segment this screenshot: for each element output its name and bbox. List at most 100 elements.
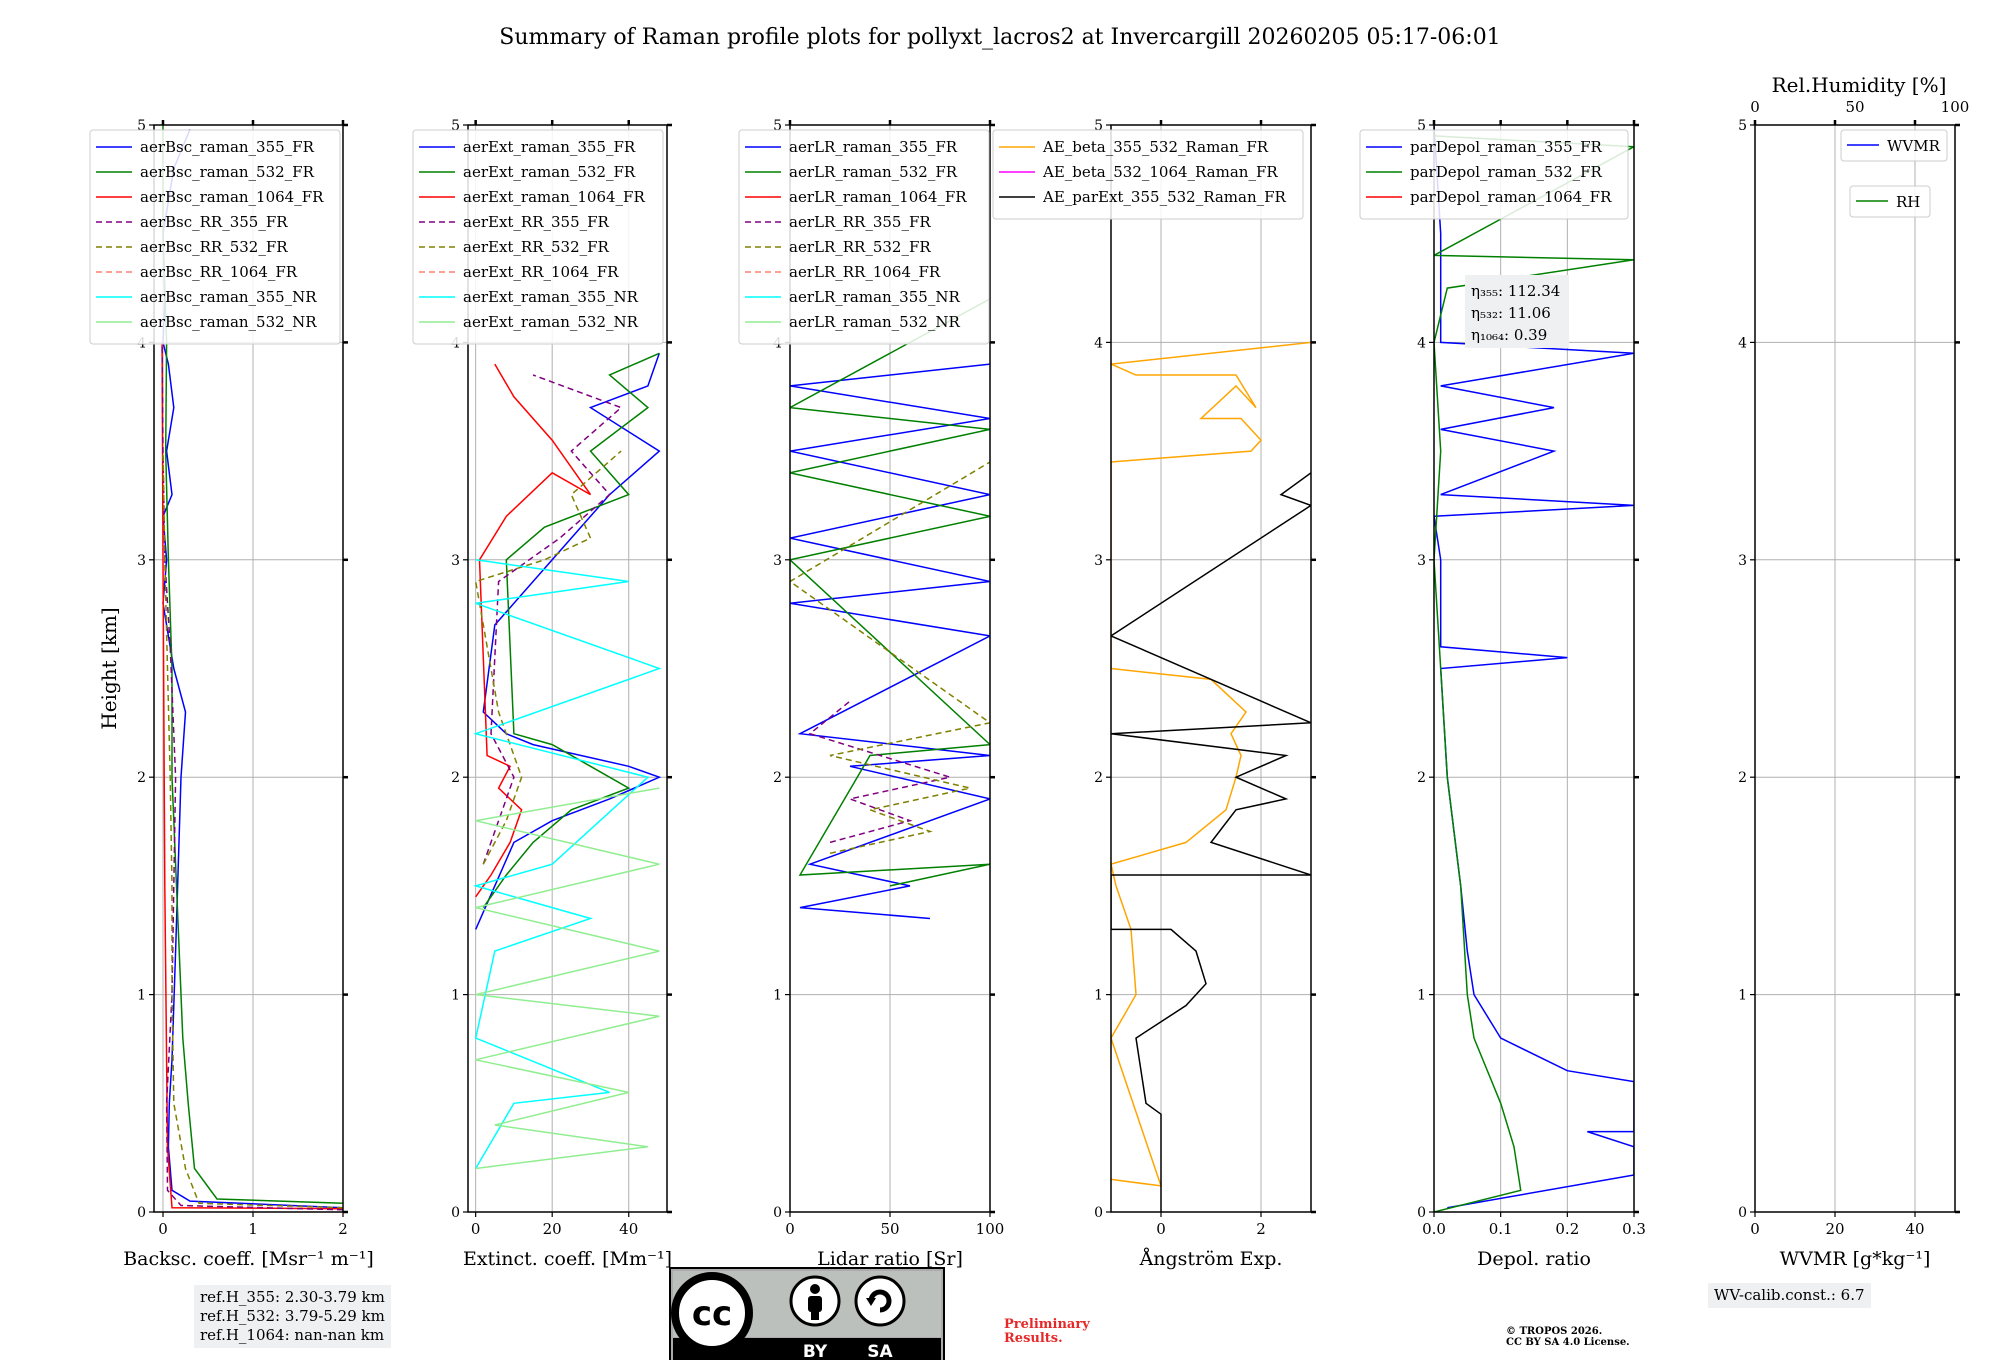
y-tick-label: 1 xyxy=(1738,988,1747,1004)
preliminary-line-2: Results. xyxy=(1004,1331,1063,1346)
legend-label: WVMR xyxy=(1887,137,1941,155)
y-tick-label: 3 xyxy=(137,553,146,569)
y-tick-label: 2 xyxy=(1094,770,1103,786)
y-tick-label: 1 xyxy=(1094,988,1103,1004)
x-axis-label: Extinct. coeff. [Mm⁻¹] xyxy=(463,1248,672,1270)
preliminary-note: Preliminary Results. xyxy=(1004,1318,1090,1346)
y-tick-label: 0 xyxy=(1417,1205,1426,1221)
x-tick-label: 0 xyxy=(158,1220,168,1238)
legend-label: aerExt_raman_355_FR xyxy=(463,138,636,156)
x-tick-label: 40 xyxy=(1905,1220,1924,1238)
y-tick-label: 5 xyxy=(773,118,782,134)
copyright-line-1: © TROPOS 2026. xyxy=(1506,1326,1603,1337)
axes-frame xyxy=(153,124,344,1213)
y-tick-label: 4 xyxy=(1417,335,1426,351)
legend-label: aerBsc_RR_1064_FR xyxy=(140,263,298,281)
legend-label: aerBsc_raman_355_NR xyxy=(140,288,317,306)
legend-box: WVMR xyxy=(1840,129,1948,162)
legend-box: parDepol_raman_355_FR parDepol_raman_532_… xyxy=(1359,129,1629,220)
y-tick-label: 2 xyxy=(1417,770,1426,786)
figure-title: Summary of Raman profile plots for polly… xyxy=(499,25,1500,50)
series-line-aerBsc_raman_1064_FR xyxy=(161,342,343,1210)
x-tick-label: 100 xyxy=(976,1220,1005,1238)
x-tick-label: 50 xyxy=(880,1220,899,1238)
y-axis-label: Height [km] xyxy=(97,607,121,729)
legend-label: AE_parExt_355_532_Raman_FR xyxy=(1042,188,1287,206)
panel-extinction: 01234502040Extinct. coeff. [Mm⁻¹]aerExt_… xyxy=(412,118,672,1270)
y-tick-label: 5 xyxy=(137,118,146,134)
y-tick-label: 4 xyxy=(1738,335,1747,351)
y-tick-label: 3 xyxy=(773,553,782,569)
series-line-AE_beta_355_532_Raman_FR xyxy=(1111,341,1311,1187)
series-line-aerLR_raman_355_FR xyxy=(790,363,990,920)
top-tick-label: 0 xyxy=(1750,98,1760,116)
legend-label: aerBsc_raman_1064_FR xyxy=(140,188,324,206)
series-line-aerExt_raman_355_NR xyxy=(472,559,662,1169)
x-tick-label: 0.0 xyxy=(1422,1220,1446,1238)
refH-355: ref.H_355: 2.30-3.79 km xyxy=(200,1288,385,1306)
x-tick-label: 2 xyxy=(338,1220,348,1238)
x-tick-label: 0 xyxy=(471,1220,481,1238)
copyright-note: © TROPOS 2026. CC BY SA 4.0 License. xyxy=(1506,1326,1630,1348)
x-axis-label: Backsc. coeff. [Msr⁻¹ m⁻¹] xyxy=(123,1248,374,1270)
x-tick-label: 20 xyxy=(1825,1220,1844,1238)
legend-label: parDepol_raman_1064_FR xyxy=(1410,188,1612,206)
x-axis-label: Lidar ratio [Sr] xyxy=(817,1248,963,1270)
cc-icon xyxy=(671,1272,753,1354)
legend-label: aerBsc_raman_532_NR xyxy=(140,313,317,331)
y-tick-label: 1 xyxy=(451,988,460,1004)
refH-1064: ref.H_1064: nan-nan km xyxy=(200,1326,385,1344)
x-tick-label: 0 xyxy=(785,1220,795,1238)
x-tick-label: 0.3 xyxy=(1622,1220,1646,1238)
legend-label: aerLR_RR_1064_FR xyxy=(789,263,941,281)
legend-label: aerLR_RR_355_FR xyxy=(789,213,931,231)
cc-text: cc xyxy=(692,1294,732,1334)
sa-icon xyxy=(854,1275,906,1327)
legend-label: parDepol_raman_532_FR xyxy=(1410,163,1603,181)
y-tick-label: 0 xyxy=(1094,1205,1103,1221)
eta-annotation-line: η₅₃₂: 11.06 xyxy=(1471,304,1551,322)
legend-label: aerExt_raman_532_FR xyxy=(463,163,636,181)
y-tick-label: 1 xyxy=(1417,988,1426,1004)
x-tick-label: 0 xyxy=(1750,1220,1760,1238)
preliminary-line-1: Preliminary xyxy=(1004,1317,1090,1332)
legend-label: AE_beta_532_1064_Raman_FR xyxy=(1042,163,1278,181)
legend-label: aerBsc_raman_355_FR xyxy=(140,138,315,156)
axes-frame xyxy=(1433,124,1635,1213)
series-line-aerExt_raman_532_FR xyxy=(482,352,660,909)
series-line-aerExt_raman_1064_FR xyxy=(475,363,592,898)
y-tick-label: 2 xyxy=(451,770,460,786)
x-tick-label: 40 xyxy=(619,1220,638,1238)
x-tick-label: 0 xyxy=(1156,1220,1166,1238)
y-tick-label: 5 xyxy=(1738,118,1747,134)
axes-frame xyxy=(467,124,668,1213)
eta-annotation-line: η₁₀₆₄: 0.39 xyxy=(1471,326,1547,344)
legend-box: RH xyxy=(1849,185,1931,218)
wv-calib-box: WV-calib.const.: 6.7 xyxy=(1708,1283,1871,1308)
series-line-aerExt_RR_532_FR xyxy=(474,450,622,865)
series-line-aerExt_raman_532_NR xyxy=(475,787,660,1170)
legend-label: aerBsc_RR_532_FR xyxy=(140,238,288,256)
x-tick-label: 0.1 xyxy=(1489,1220,1513,1238)
top-tick-label: 50 xyxy=(1845,98,1864,116)
y-tick-label: 1 xyxy=(137,988,146,1004)
y-tick-label: 3 xyxy=(1417,553,1426,569)
sa-label: SA xyxy=(867,1342,893,1360)
legend-label: aerLR_raman_532_NR xyxy=(789,313,960,331)
y-tick-label: 1 xyxy=(773,988,782,1004)
plots-group: 012345012Backsc. coeff. [Msr⁻¹ m⁻¹]Heigh… xyxy=(89,73,1969,1270)
legend-label: aerExt_RR_1064_FR xyxy=(463,263,619,281)
by-label: BY xyxy=(803,1342,828,1360)
legend-label: aerLR_raman_355_FR xyxy=(789,138,958,156)
reference-height-box: ref.H_355: 2.30-3.79 km ref.H_532: 3.79-… xyxy=(194,1285,391,1348)
x-axis-label: WVMR [g*kg⁻¹] xyxy=(1780,1248,1931,1270)
legend-label: parDepol_raman_355_FR xyxy=(1410,138,1603,156)
x-tick-label: 20 xyxy=(543,1220,562,1238)
legend-label: aerExt_RR_355_FR xyxy=(463,213,610,231)
y-tick-label: 5 xyxy=(1417,118,1426,134)
cc-license-badge: cc BY SA xyxy=(669,1267,945,1360)
y-tick-label: 2 xyxy=(1738,770,1747,786)
series-line-aerBsc_RR_355_FR xyxy=(161,342,343,1211)
legend-label: aerLR_RR_532_FR xyxy=(789,238,931,256)
